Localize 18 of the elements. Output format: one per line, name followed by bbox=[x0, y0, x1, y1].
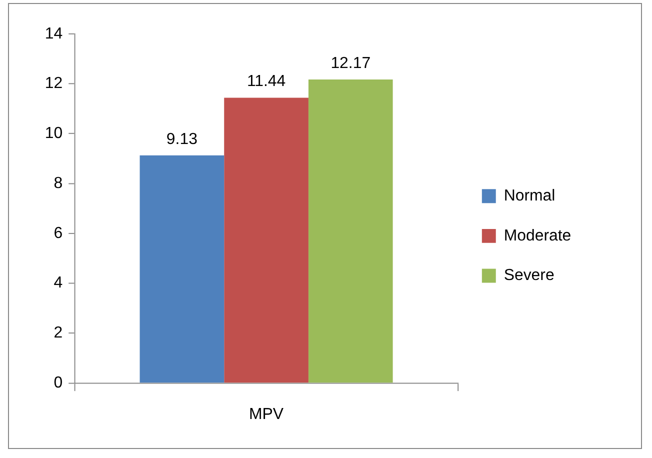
y-tick-label: 2 bbox=[54, 324, 63, 342]
legend-label: Severe bbox=[504, 267, 554, 284]
bar bbox=[308, 80, 393, 383]
y-tick-label: 8 bbox=[54, 174, 63, 192]
y-tick-label: 6 bbox=[54, 224, 63, 242]
x-tick-label: MPV bbox=[249, 406, 284, 423]
legend-label: Moderate bbox=[504, 227, 572, 244]
bar bbox=[140, 155, 224, 383]
data-label: 12.17 bbox=[330, 54, 371, 72]
bar bbox=[224, 98, 308, 383]
data-label: 11.44 bbox=[246, 73, 286, 90]
data-label: 9.13 bbox=[166, 130, 198, 148]
y-tick-label: 10 bbox=[44, 125, 63, 142]
legend-label: Normal bbox=[504, 188, 556, 205]
y-tick-label: 14 bbox=[44, 25, 63, 42]
y-tick-label: 0 bbox=[54, 374, 63, 392]
y-tick-label: 12 bbox=[44, 75, 63, 92]
y-tick-label: 4 bbox=[54, 274, 63, 292]
